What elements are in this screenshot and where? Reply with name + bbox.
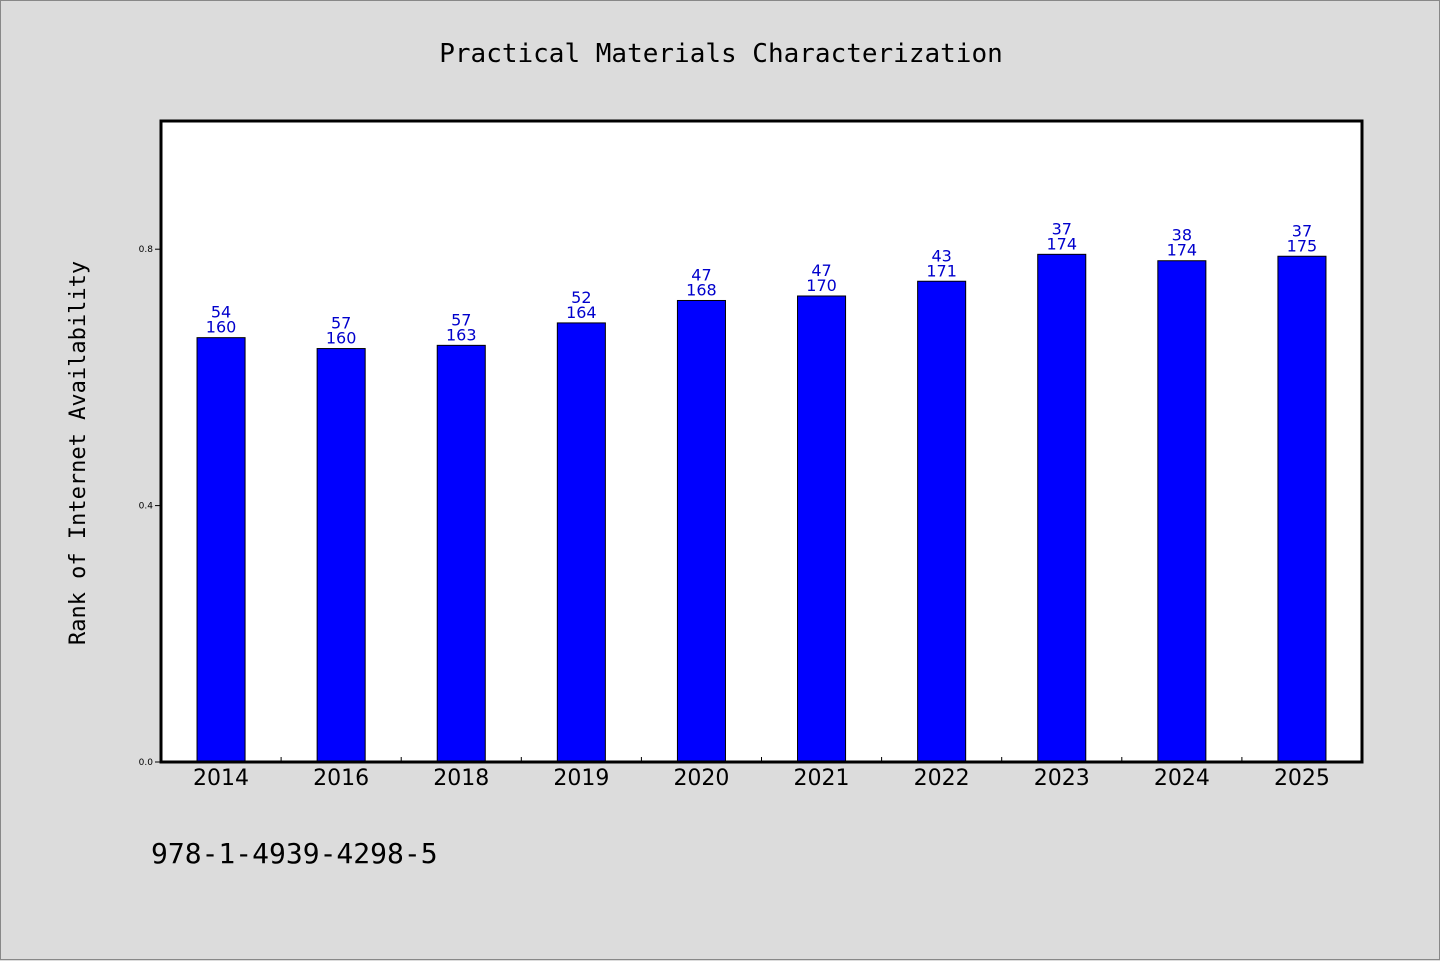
- bar-label-top-2018: 57: [451, 310, 471, 329]
- y-tick-label: 0.0: [139, 758, 154, 768]
- bar-2024: [1157, 260, 1207, 763]
- y-tick-label: 0.4: [139, 502, 154, 512]
- x-tick-labels-group: 2014 2016 2018 2019 2020 2021 2022 2023 2024 2025: [193, 766, 1330, 791]
- y-axis-label: Rank of Internet Availability: [66, 261, 91, 645]
- bar-label-bottom-2019: 164: [566, 303, 597, 322]
- x-tick-label-2016: 2016: [313, 766, 369, 791]
- bar-label-bottom-2025: 175: [1287, 236, 1318, 255]
- x-tick-label-2022: 2022: [914, 766, 970, 791]
- bar-label-top-2016: 57: [331, 314, 351, 333]
- plot-border: [159, 119, 1364, 764]
- y-tick-label: 0.8: [139, 245, 154, 255]
- bar-2021: [797, 295, 847, 763]
- bar-2019: [556, 322, 606, 763]
- bar-label-bottom-2024: 174: [1167, 241, 1198, 260]
- x-tick-label-2018: 2018: [433, 766, 489, 791]
- bar-2018: [436, 344, 486, 763]
- isbn-text: 978-1-4939-4298-5: [151, 837, 438, 870]
- bar-2023: [1037, 253, 1087, 763]
- x-tick-label-2025: 2025: [1274, 766, 1330, 791]
- bar-label-bottom-2020: 168: [686, 280, 717, 299]
- bar-label-bottom-2022: 171: [926, 261, 957, 280]
- bar-label-bottom-2021: 170: [806, 276, 837, 295]
- chart-title: Practical Materials Characterization: [439, 39, 1003, 69]
- bar-2020: [676, 299, 726, 763]
- bar-2022: [917, 280, 967, 763]
- bar-label-top-2022: 43: [931, 246, 951, 265]
- x-tick-label-2019: 2019: [553, 766, 609, 791]
- bar-label-bottom-2023: 174: [1046, 234, 1077, 253]
- bar-label-top-2024: 38: [1172, 226, 1192, 245]
- bar-label-top-2021: 47: [811, 261, 831, 280]
- bar-label-top-2023: 37: [1052, 219, 1072, 238]
- bar-label-top-2020: 47: [691, 265, 711, 284]
- bar-label-top-2019: 52: [571, 288, 591, 307]
- x-tick-label-2024: 2024: [1154, 766, 1210, 791]
- x-tick-label-2023: 2023: [1034, 766, 1090, 791]
- x-tick-label-2021: 2021: [794, 766, 850, 791]
- bar-label-top-2014: 54: [211, 303, 231, 322]
- bar-label-bottom-2016: 160: [326, 329, 357, 348]
- bar-2016: [316, 348, 366, 763]
- y-axis-ticks: 0.0 0.4 0.8: [139, 245, 161, 768]
- bar-2025: [1277, 255, 1327, 763]
- bar-label-bottom-2018: 163: [446, 325, 477, 344]
- bar-label-bottom-2014: 160: [206, 318, 237, 337]
- x-tick-label-2014: 2014: [193, 766, 249, 791]
- bar-2014: [196, 337, 246, 763]
- bar-label-top-2025: 37: [1292, 221, 1312, 240]
- x-tick-label-2020: 2020: [673, 766, 729, 791]
- bars-group: [196, 253, 1327, 763]
